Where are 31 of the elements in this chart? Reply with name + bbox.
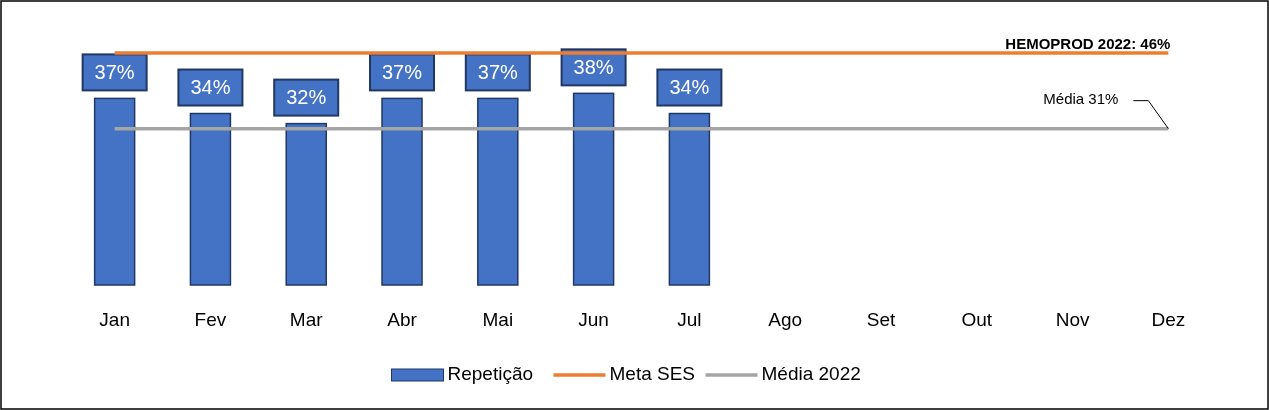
bar (572, 92, 615, 286)
x-tick-label: Jun (578, 309, 609, 331)
x-tick-label: Set (866, 309, 896, 331)
bar (477, 97, 519, 286)
x-tick-label: Abr (387, 309, 418, 331)
bar (381, 97, 423, 286)
bar (668, 112, 711, 286)
x-tick-label: Mai (482, 309, 514, 331)
data-label: 32% (286, 85, 327, 108)
legend-label: Média 2022 (761, 363, 861, 385)
x-tick-label: Jul (677, 309, 702, 331)
x-tick-label: Fev (194, 309, 227, 331)
bar (285, 122, 327, 286)
x-tick-label: Nov (1055, 309, 1090, 331)
data-label: 34% (669, 75, 710, 98)
x-tick-label: Out (961, 309, 993, 331)
data-label: HEMOPROD 2022: 46% (1005, 35, 1171, 52)
data-label: Média 31% (1043, 89, 1119, 107)
data-label: 37% (94, 60, 135, 83)
x-tick-label: Dez (1151, 309, 1186, 331)
data-label: 34% (190, 75, 231, 98)
data-label: 37% (382, 60, 423, 83)
x-tick-label: Jan (99, 309, 130, 331)
data-label: 37% (477, 60, 519, 83)
x-tick-label: Ago (768, 309, 803, 331)
data-label: 38% (573, 55, 614, 78)
legend-label: Meta SES (609, 363, 696, 385)
legend-label: Repetição (447, 363, 534, 385)
bar (189, 112, 232, 286)
x-tick-label: Mar (289, 309, 324, 331)
bar (93, 97, 136, 286)
